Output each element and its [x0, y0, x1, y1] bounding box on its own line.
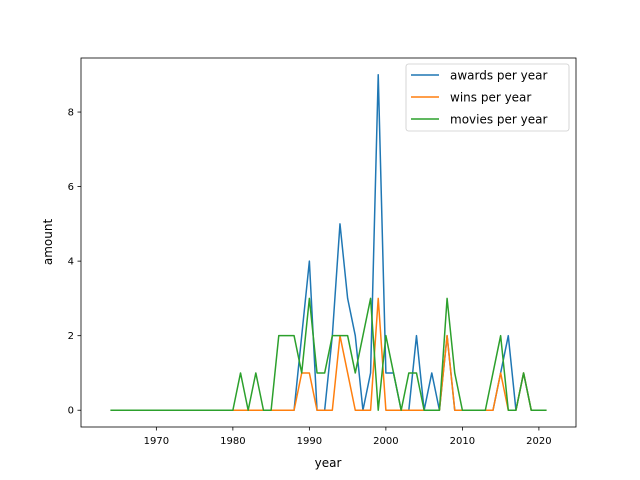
legend-label: wins per year [450, 91, 531, 105]
legend: awards per year wins per year movies per y… [405, 63, 570, 132]
x-axis-label: year [315, 456, 342, 470]
legend-label: awards per year [450, 69, 548, 83]
x-tick-label: 2010 [450, 436, 475, 447]
y-tick-label: 4 [68, 257, 74, 268]
series-lines [110, 74, 547, 411]
y-tick-label: 6 [68, 182, 74, 193]
legend-label: movies per year [450, 113, 548, 127]
y-tick-label: 0 [68, 406, 74, 417]
y-tick-label: 8 [68, 108, 74, 119]
series-line-3 [110, 297, 547, 411]
plot-frame [80, 57, 577, 428]
y-axis-label: amount [41, 219, 55, 266]
legend-box [405, 63, 570, 132]
x-tick-label: 2000 [373, 436, 398, 447]
x-tick-label: 2020 [526, 436, 551, 447]
x-tick-label: 1970 [144, 436, 169, 447]
plot-area [80, 57, 577, 428]
y-axis: 0 2 4 6 8 [68, 108, 81, 417]
y-tick-label: 2 [68, 331, 74, 342]
x-tick-label: 1980 [220, 436, 245, 447]
x-tick-label: 1990 [297, 436, 322, 447]
x-axis: 1970 1980 1990 2000 2010 2020 [144, 427, 552, 447]
